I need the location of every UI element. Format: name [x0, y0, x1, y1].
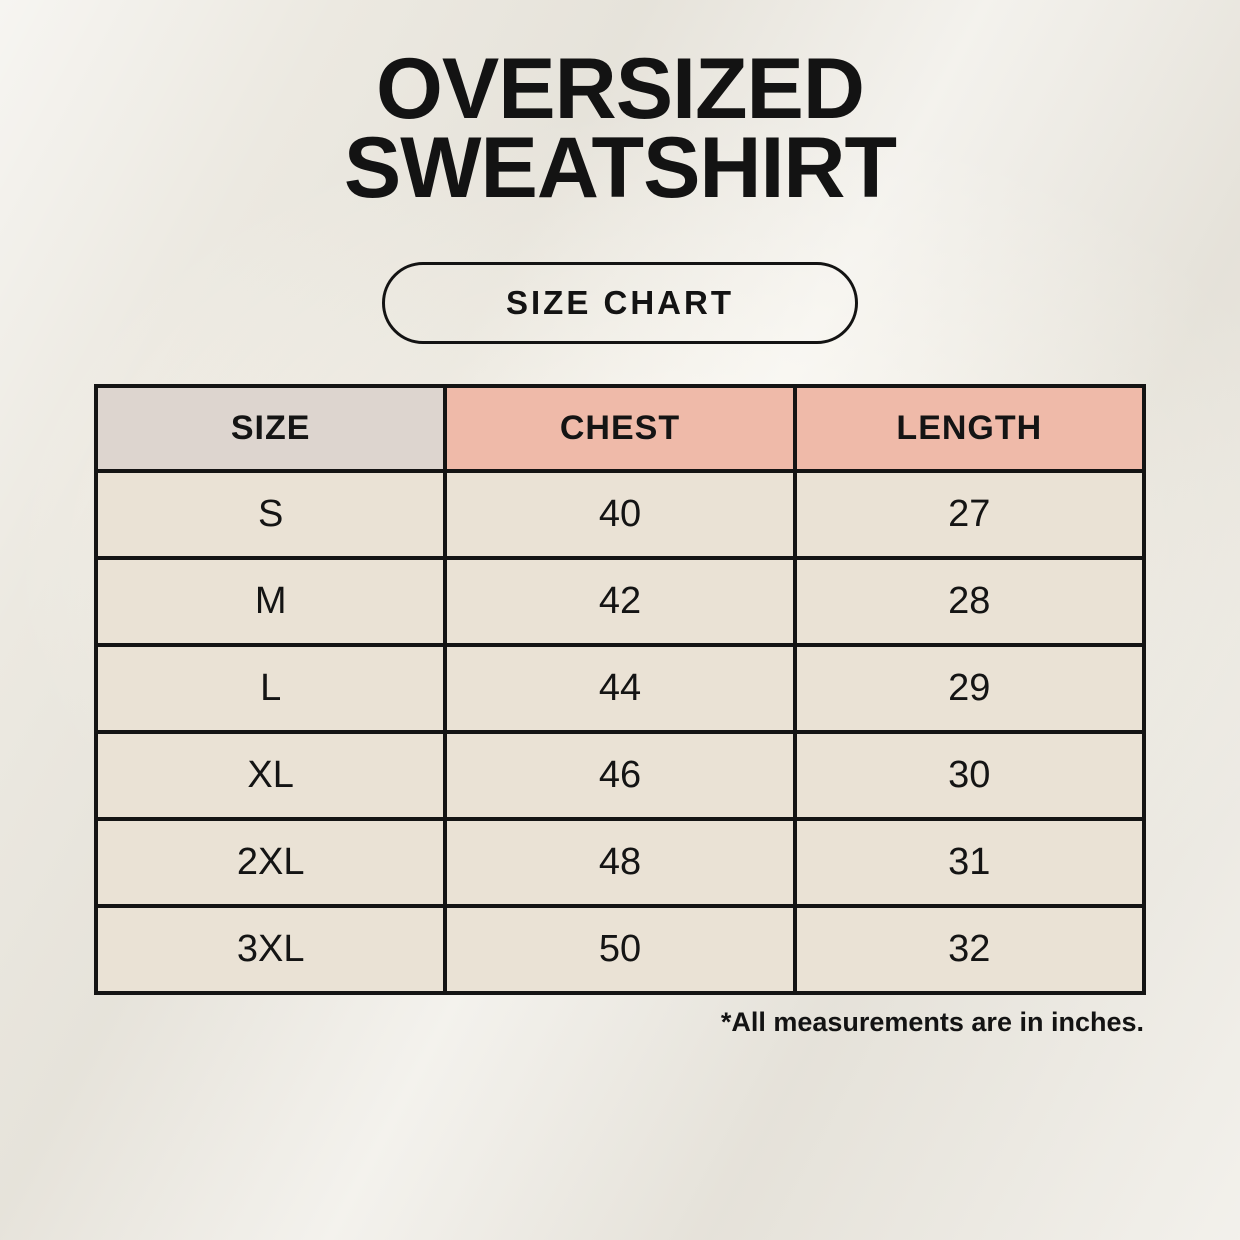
table-row: M 42 28 [93, 556, 1146, 648]
page-title-line1: OVERSIZED [376, 41, 865, 137]
cell-size: S [93, 469, 448, 561]
cell-chest: 40 [443, 469, 797, 561]
column-header-length: LENGTH [792, 384, 1146, 474]
size-chart-button[interactable]: SIZE CHART [382, 262, 858, 345]
cell-chest: 50 [443, 904, 797, 996]
cell-size: M [93, 556, 448, 648]
cell-length: 29 [792, 643, 1146, 735]
cell-length: 31 [792, 817, 1146, 909]
cell-chest: 42 [443, 556, 797, 648]
cell-chest: 46 [443, 730, 797, 822]
cell-chest: 44 [443, 643, 797, 735]
cell-size: XL [93, 730, 448, 822]
cell-length: 32 [792, 904, 1146, 996]
table-header-row: SIZE CHEST LENGTH [93, 384, 1146, 474]
cell-size: L [93, 643, 448, 735]
column-header-chest: CHEST [443, 384, 797, 474]
table-row: L 44 29 [93, 643, 1146, 735]
size-chart-table: SIZE CHEST LENGTH S 40 27 M 42 28 L 44 2… [93, 384, 1146, 996]
cell-chest: 48 [443, 817, 797, 909]
table-row: XL 46 30 [93, 730, 1146, 822]
column-header-size: SIZE [93, 384, 448, 474]
table-row: 3XL 50 32 [93, 904, 1146, 996]
cell-size: 3XL [93, 904, 448, 996]
cell-length: 28 [792, 556, 1146, 648]
cell-length: 27 [792, 469, 1146, 561]
page-title: OVERSIZED SWEATSHIRT [0, 0, 1240, 217]
table-row: 2XL 48 31 [93, 817, 1146, 909]
cell-length: 30 [792, 730, 1146, 822]
measurements-footnote: *All measurements are in inches. [720, 1007, 1144, 1038]
table-row: S 40 27 [93, 469, 1146, 561]
cell-size: 2XL [93, 817, 448, 909]
page-title-line2: SWEATSHIRT [343, 120, 897, 217]
